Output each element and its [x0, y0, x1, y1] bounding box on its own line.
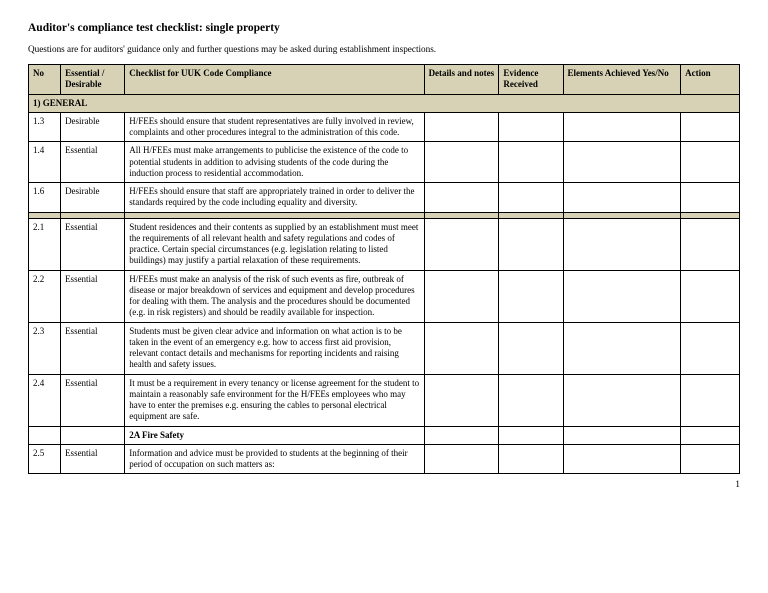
cell-details	[424, 426, 499, 444]
cell-action	[681, 270, 740, 322]
cell-action	[681, 322, 740, 374]
cell-elements	[563, 426, 681, 444]
cell-no: 2.4	[29, 374, 61, 426]
cell-details	[424, 218, 499, 270]
cell-no: 2.2	[29, 270, 61, 322]
cell-details	[424, 322, 499, 374]
cell-ed: Essential	[61, 444, 125, 474]
subsection-2a: 2A Fire Safety	[29, 426, 740, 444]
cell-ed: Essential	[61, 142, 125, 183]
col-no: No	[29, 65, 61, 95]
cell-evidence	[499, 218, 563, 270]
table-row: 1.6 Desirable H/FEEs should ensure that …	[29, 183, 740, 213]
cell-evidence	[499, 142, 563, 183]
section-general-label: 1) GENERAL	[29, 94, 740, 112]
col-details: Details and notes	[424, 65, 499, 95]
cell-text: H/FEEs should ensure that staff are appr…	[125, 183, 424, 213]
cell-ed: Essential	[61, 322, 125, 374]
cell-text: Student residences and their contents as…	[125, 218, 424, 270]
cell-no: 1.3	[29, 112, 61, 142]
cell-no: 1.6	[29, 183, 61, 213]
cell-text: Students must be given clear advice and …	[125, 322, 424, 374]
cell-text: H/FEEs should ensure that student repres…	[125, 112, 424, 142]
cell-no: 2.1	[29, 218, 61, 270]
cell-details	[424, 142, 499, 183]
cell-elements	[563, 322, 681, 374]
cell-elements	[563, 112, 681, 142]
cell-action	[681, 218, 740, 270]
cell-no: 2.3	[29, 322, 61, 374]
cell-text: It must be a requirement in every tenanc…	[125, 374, 424, 426]
cell-details	[424, 183, 499, 213]
page-number: 1	[28, 480, 740, 490]
cell-elements	[563, 183, 681, 213]
col-elements: Elements Achieved Yes/No	[563, 65, 681, 95]
cell-evidence	[499, 270, 563, 322]
page-title: Auditor's compliance test checklist: sin…	[28, 22, 740, 34]
cell-action	[681, 374, 740, 426]
col-checklist: Checklist for UUK Code Compliance	[125, 65, 424, 95]
cell-action	[681, 183, 740, 213]
cell-evidence	[499, 183, 563, 213]
cell-elements	[563, 218, 681, 270]
cell-details	[424, 112, 499, 142]
cell-action	[681, 142, 740, 183]
page-subtitle: Questions are for auditors' guidance onl…	[28, 44, 740, 54]
cell-action	[681, 112, 740, 142]
cell-ed: Essential	[61, 270, 125, 322]
cell-evidence	[499, 426, 563, 444]
table-row: 2.5 Essential Information and advice mus…	[29, 444, 740, 474]
col-essential-desirable: Essential / Desirable	[61, 65, 125, 95]
col-action: Action	[681, 65, 740, 95]
cell-action	[681, 444, 740, 474]
cell-ed: Desirable	[61, 112, 125, 142]
cell-no: 2.5	[29, 444, 61, 474]
cell-elements	[563, 270, 681, 322]
cell-text: Information and advice must be provided …	[125, 444, 424, 474]
cell-ed	[61, 426, 125, 444]
table-header-row: No Essential / Desirable Checklist for U…	[29, 65, 740, 95]
cell-text: H/FEEs must make an analysis of the risk…	[125, 270, 424, 322]
cell-elements	[563, 142, 681, 183]
cell-ed: Desirable	[61, 183, 125, 213]
cell-details	[424, 444, 499, 474]
table-row: 1.4 Essential All H/FEEs must make arran…	[29, 142, 740, 183]
table-row: 2.2 Essential H/FEEs must make an analys…	[29, 270, 740, 322]
section-general: 1) GENERAL	[29, 94, 740, 112]
table-row: 2.3 Essential Students must be given cle…	[29, 322, 740, 374]
cell-no: 1.4	[29, 142, 61, 183]
table-row: 1.3 Desirable H/FEEs should ensure that …	[29, 112, 740, 142]
cell-details	[424, 270, 499, 322]
cell-evidence	[499, 374, 563, 426]
cell-ed: Essential	[61, 374, 125, 426]
cell-action	[681, 426, 740, 444]
cell-evidence	[499, 444, 563, 474]
cell-evidence	[499, 322, 563, 374]
cell-elements	[563, 444, 681, 474]
subsection-2a-label: 2A Fire Safety	[125, 426, 424, 444]
cell-text: All H/FEEs must make arrangements to pub…	[125, 142, 424, 183]
checklist-table: No Essential / Desirable Checklist for U…	[28, 64, 740, 474]
col-evidence: Evidence Received	[499, 65, 563, 95]
table-row: 2.4 Essential It must be a requirement i…	[29, 374, 740, 426]
cell-ed: Essential	[61, 218, 125, 270]
cell-evidence	[499, 112, 563, 142]
cell-details	[424, 374, 499, 426]
cell-elements	[563, 374, 681, 426]
table-row: 2.1 Essential Student residences and the…	[29, 218, 740, 270]
cell-no	[29, 426, 61, 444]
